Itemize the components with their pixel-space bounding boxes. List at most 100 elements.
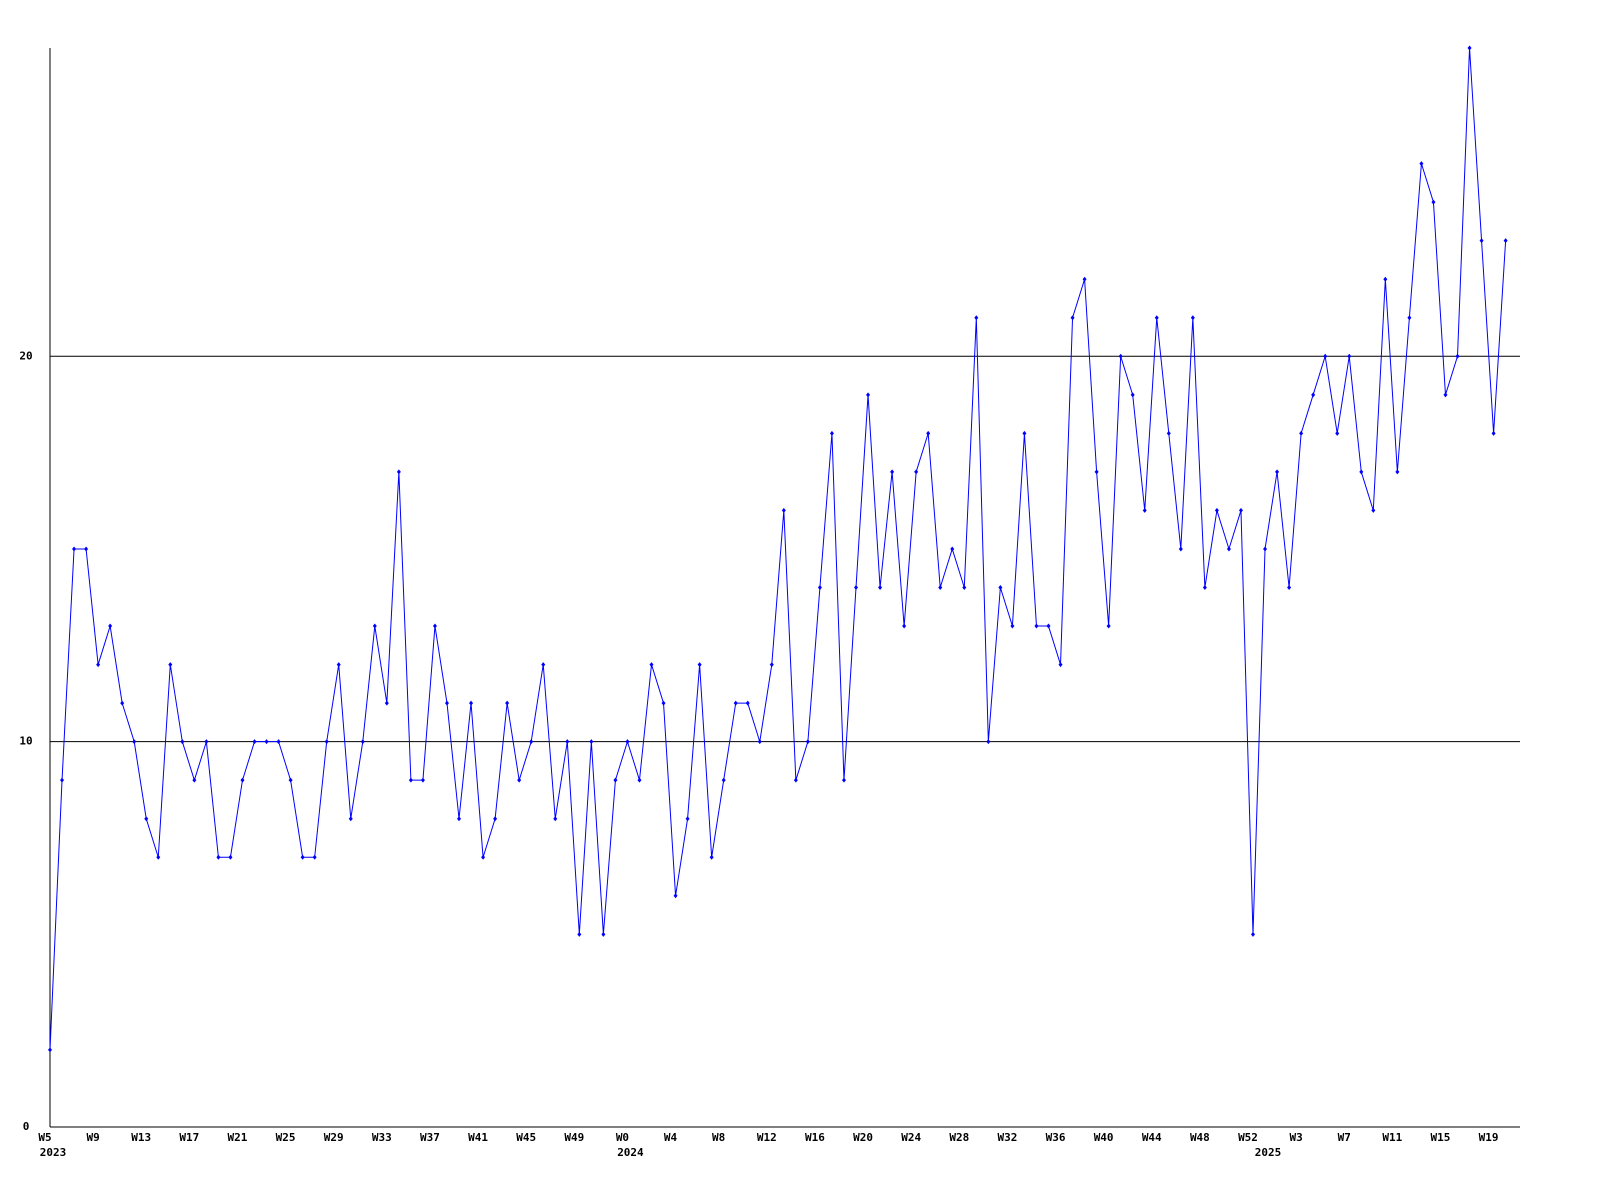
point bbox=[1166, 430, 1171, 436]
point bbox=[673, 893, 678, 899]
point bbox=[457, 816, 462, 822]
x-tick-label: W21 bbox=[228, 1131, 248, 1144]
year-label: 2023 bbox=[40, 1146, 67, 1159]
point bbox=[72, 546, 77, 552]
point bbox=[396, 469, 401, 475]
point bbox=[1154, 315, 1159, 321]
point bbox=[1058, 662, 1063, 668]
point bbox=[1238, 507, 1243, 513]
point bbox=[180, 739, 185, 745]
point bbox=[336, 662, 341, 668]
point bbox=[505, 700, 510, 706]
point bbox=[204, 739, 209, 745]
point bbox=[1106, 623, 1111, 629]
point bbox=[637, 777, 642, 783]
x-tick-label: W45 bbox=[516, 1131, 536, 1144]
point bbox=[613, 777, 618, 783]
point bbox=[697, 662, 702, 668]
point bbox=[793, 777, 798, 783]
point bbox=[1395, 469, 1400, 475]
point bbox=[1226, 546, 1231, 552]
x-tick-label: W28 bbox=[949, 1131, 969, 1144]
point bbox=[1263, 546, 1268, 552]
point bbox=[469, 700, 474, 706]
point bbox=[372, 623, 377, 629]
x-tick-label: W37 bbox=[420, 1131, 440, 1144]
point bbox=[841, 777, 846, 783]
point bbox=[589, 739, 594, 745]
x-tick-label: W12 bbox=[757, 1131, 777, 1144]
point bbox=[1142, 507, 1147, 513]
x-tick-label: W16 bbox=[805, 1131, 825, 1144]
point bbox=[300, 854, 305, 860]
point bbox=[541, 662, 546, 668]
point bbox=[757, 739, 762, 745]
x-tick-label: W24 bbox=[901, 1131, 921, 1144]
point bbox=[84, 546, 89, 552]
x-tick-label: W7 bbox=[1338, 1131, 1351, 1144]
point bbox=[817, 585, 822, 590]
x-tick-label: W36 bbox=[1046, 1131, 1066, 1144]
point bbox=[890, 469, 895, 475]
x-tick-label: W41 bbox=[468, 1131, 488, 1144]
point bbox=[1094, 469, 1099, 475]
point bbox=[1287, 585, 1292, 590]
x-tick-label: W20 bbox=[853, 1131, 873, 1144]
point bbox=[360, 739, 365, 745]
point bbox=[444, 700, 449, 706]
point bbox=[228, 854, 233, 860]
point bbox=[384, 700, 389, 706]
y-tick-label: 20 bbox=[19, 349, 32, 362]
point bbox=[529, 739, 534, 745]
point bbox=[1383, 276, 1388, 282]
x-tick-label: W4 bbox=[664, 1131, 678, 1144]
point bbox=[348, 816, 353, 822]
point bbox=[1070, 315, 1075, 321]
point bbox=[1275, 469, 1280, 475]
x-tick-label: W29 bbox=[324, 1131, 344, 1144]
point bbox=[1419, 161, 1424, 167]
point bbox=[432, 623, 437, 629]
point bbox=[721, 777, 726, 783]
x-tick-label: W8 bbox=[712, 1131, 725, 1144]
point bbox=[1118, 353, 1123, 359]
point bbox=[1082, 276, 1087, 282]
point bbox=[1455, 353, 1460, 359]
point bbox=[132, 739, 137, 745]
point bbox=[1443, 392, 1448, 398]
point bbox=[1311, 392, 1316, 398]
point bbox=[324, 739, 329, 745]
point bbox=[264, 739, 269, 745]
x-tick-label: W33 bbox=[372, 1131, 392, 1144]
point bbox=[1130, 392, 1135, 398]
point bbox=[866, 392, 871, 398]
point bbox=[829, 430, 834, 436]
x-tick-label: W49 bbox=[564, 1131, 584, 1144]
x-tick-label: W19 bbox=[1479, 1131, 1499, 1144]
x-tick-label: W40 bbox=[1094, 1131, 1114, 1144]
point bbox=[1467, 45, 1472, 51]
point bbox=[192, 777, 197, 783]
point bbox=[685, 816, 690, 822]
point bbox=[96, 662, 101, 668]
point bbox=[661, 700, 666, 706]
point bbox=[1347, 353, 1352, 359]
point bbox=[1503, 238, 1508, 244]
point bbox=[625, 739, 630, 745]
point bbox=[216, 854, 221, 860]
point bbox=[962, 585, 967, 590]
point bbox=[769, 662, 774, 668]
point bbox=[517, 777, 522, 783]
point bbox=[781, 507, 786, 513]
point bbox=[1335, 430, 1340, 436]
point bbox=[1046, 623, 1051, 629]
point bbox=[1214, 507, 1219, 513]
x-tick-label: W0 bbox=[616, 1131, 629, 1144]
x-tick-label: W48 bbox=[1190, 1131, 1210, 1144]
point bbox=[1190, 315, 1195, 321]
point bbox=[745, 700, 750, 706]
point bbox=[553, 816, 558, 822]
point bbox=[240, 777, 245, 783]
point bbox=[252, 739, 257, 745]
